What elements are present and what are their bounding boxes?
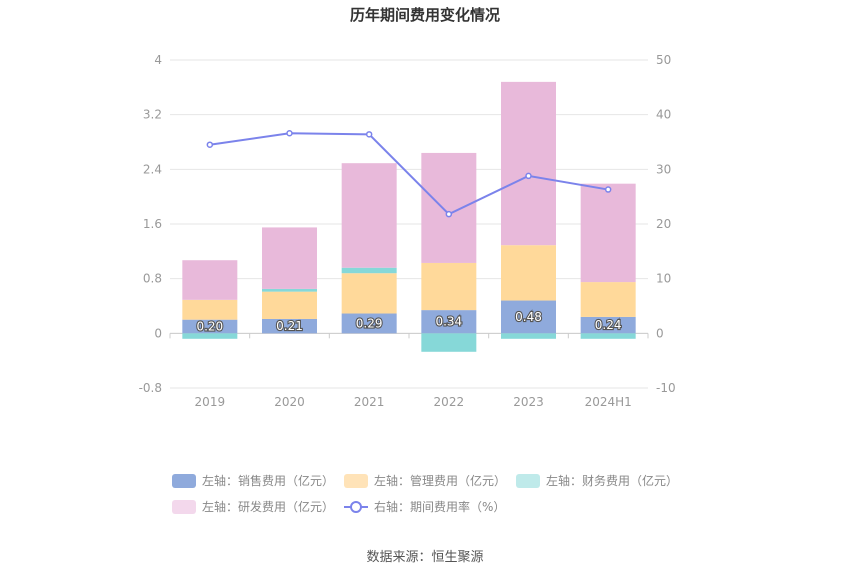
right-axis-tick-label: -10 [656, 381, 676, 395]
right-axis-tick-label: 20 [656, 217, 671, 231]
data-label: 0.20 [196, 320, 223, 334]
bar-segment [501, 333, 556, 339]
legend-item-expense-ratio[interactable]: 右轴：期间费用率（%） [344, 498, 505, 515]
left-axis-tick-label: 4 [154, 53, 162, 67]
legend-label-admin: 左轴：管理费用（亿元） [374, 474, 507, 488]
bar-segment [580, 333, 636, 339]
right-axis-tick-label: 0 [656, 326, 664, 340]
bar-segment [262, 318, 317, 334]
legend-swatch-admin [344, 473, 368, 488]
chart-title: 历年期间费用变化情况 [349, 6, 500, 24]
bar-segment [341, 313, 397, 334]
bar-segment [262, 288, 317, 292]
legend-item-rnd[interactable]: 左轴：研发费用（亿元） [172, 498, 334, 515]
bar-segment [421, 333, 477, 352]
left-axis-tick-label: 0.8 [143, 272, 162, 286]
bar-segment [501, 81, 556, 246]
left-axis-tick-label: 0 [154, 326, 162, 340]
bar-segment [182, 260, 238, 300]
bar-segment [182, 333, 238, 339]
bar-segment [341, 267, 397, 274]
legend-swatch-finance [516, 473, 540, 488]
data-label: 0.24 [595, 318, 622, 332]
legend-label-rnd: 左轴：研发费用（亿元） [202, 500, 335, 514]
data-label: 0.48 [515, 310, 542, 324]
x-axis-tick-label: 2021 [354, 395, 385, 409]
legend-item-finance[interactable]: 左轴：财务费用（亿元） [516, 472, 678, 489]
legend-swatch-expense-ratio [344, 500, 368, 514]
data-label: 0.29 [356, 316, 383, 330]
line-point [604, 186, 612, 193]
right-axis-tick-label: 50 [656, 53, 671, 67]
right-axis-tick-label: 40 [656, 108, 671, 122]
x-axis-tick-label: 2022 [434, 395, 465, 409]
bar-segment [182, 299, 238, 320]
x-axis-tick-label: 2020 [274, 395, 305, 409]
data-label: 0.21 [276, 319, 303, 333]
legend-swatch-rnd [172, 499, 196, 514]
x-axis-tick-label: 2023 [513, 395, 544, 409]
left-axis-tick-label: 1.6 [143, 217, 162, 231]
left-axis-tick-label: -0.8 [139, 381, 162, 395]
left-axis-tick-label: 2.4 [143, 162, 162, 176]
bar-segment [182, 319, 238, 334]
left-axis-tick-label: 3.2 [143, 108, 162, 122]
bar-segment [580, 183, 636, 283]
right-axis-tick-label: 30 [656, 162, 671, 176]
legend-label-expense-ratio: 右轴：期间费用率（%） [374, 500, 506, 514]
bar-segment [421, 262, 477, 311]
right-axis-tick-label: 10 [656, 272, 671, 286]
bar-segment [580, 316, 636, 334]
bar-segment [262, 291, 317, 319]
legend-swatch-sales [172, 473, 196, 488]
bar-segment [580, 282, 636, 317]
line-point [445, 210, 453, 218]
bar-segment [341, 163, 397, 268]
line-point [206, 141, 214, 148]
legend-item-sales[interactable]: 左轴：销售费用（亿元） [172, 472, 334, 489]
bar-segment [501, 245, 556, 301]
line-point [286, 130, 293, 137]
bar-segment [421, 152, 477, 263]
x-axis-tick-label: 2024H1 [585, 395, 632, 409]
bar-segment [341, 273, 397, 314]
legend-label-finance: 左轴：财务费用（亿元） [546, 474, 679, 488]
bar-segment [501, 300, 556, 334]
line-point [525, 172, 532, 180]
line-point [365, 131, 373, 138]
legend-label-sales: 左轴：销售费用（亿元） [202, 474, 335, 488]
data-source: 数据来源：恒生聚源 [366, 550, 484, 565]
bar-segment [262, 227, 317, 289]
chart-canvas: -0.8 0 0.8 1.6 2.4 3.2 4 -10 0 10 20 30 40 50 2019 2020… [139, 53, 676, 409]
data-label: 0.34 [435, 315, 462, 329]
legend-item-admin[interactable]: 左轴：管理费用（亿元） [344, 472, 506, 489]
x-axis-tick-label: 2019 [195, 395, 226, 409]
expense-ratio-line [209, 132, 609, 216]
bar-segment [421, 310, 477, 334]
